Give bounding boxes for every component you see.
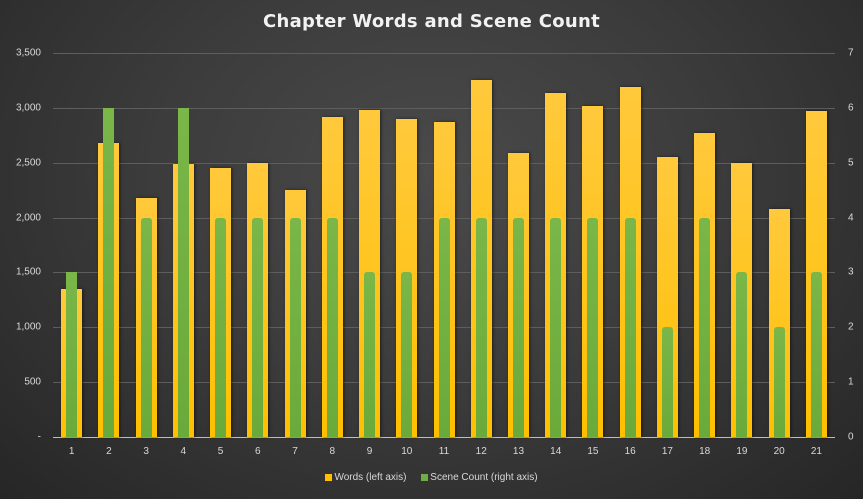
- x-axis-tick: 20: [773, 446, 785, 457]
- chart-title: Chapter Words and Scene Count: [262, 11, 601, 32]
- x-axis-tick: 13: [512, 446, 525, 457]
- left-axis-tick: 500: [24, 376, 41, 388]
- right-axis-tick: 3: [848, 266, 854, 278]
- legend-item-words[interactable]: Words (left axis): [325, 472, 407, 483]
- scene-count-bar[interactable]: [215, 217, 227, 437]
- scene-count-bar[interactable]: [736, 272, 748, 437]
- scene-count-bar[interactable]: [810, 272, 822, 437]
- left-axis-tick: -: [37, 431, 41, 443]
- scene-count-bar[interactable]: [475, 217, 487, 437]
- gridline: [53, 107, 835, 109]
- x-axis-tick: 15: [587, 446, 599, 457]
- right-axis-tick: 0: [848, 431, 854, 443]
- left-axis-tick: 1,500: [15, 266, 41, 278]
- x-axis-tick: 3: [143, 446, 149, 457]
- scene-count-bar[interactable]: [140, 217, 152, 437]
- scene-count-bar[interactable]: [103, 107, 115, 437]
- x-axis-tick: 8: [329, 446, 336, 457]
- legend-label-scenes: Scene Count (right axis): [430, 472, 538, 483]
- x-axis-tick: 21: [810, 446, 822, 457]
- left-axis-tick: 3,500: [15, 47, 41, 59]
- right-axis-tick: 4: [848, 212, 854, 224]
- left-axis-tick: 1,000: [15, 321, 41, 333]
- scene-count-bar[interactable]: [289, 217, 301, 437]
- x-axis-tick: 14: [550, 446, 562, 457]
- scene-count-bar[interactable]: [661, 327, 673, 437]
- scene-count-bar[interactable]: [512, 217, 524, 437]
- x-axis-tick: 7: [292, 446, 298, 457]
- x-axis-tick: 1: [68, 446, 75, 457]
- scene-count-bar[interactable]: [773, 327, 785, 437]
- right-axis-tick: 6: [848, 102, 854, 114]
- right-axis-tick: 2: [848, 321, 854, 333]
- scene-count-bar[interactable]: [326, 217, 338, 437]
- scene-count-bar[interactable]: [401, 272, 413, 437]
- x-axis-tick: 4: [180, 446, 187, 457]
- x-axis-tick: 10: [401, 446, 413, 457]
- x-axis-tick: 19: [736, 446, 748, 457]
- x-axis-tick: 11: [438, 446, 450, 457]
- scene-count-bar[interactable]: [624, 217, 636, 437]
- legend-label-words: Words (left axis): [334, 472, 407, 483]
- scene-count-bar[interactable]: [177, 107, 189, 437]
- x-axis-tick: 5: [217, 446, 224, 457]
- x-axis-tick: 16: [624, 446, 636, 457]
- gridline: [53, 53, 835, 54]
- x-axis-tick: 12: [475, 446, 487, 457]
- x-axis-tick: 18: [699, 446, 711, 457]
- x-axis-tick: 6: [255, 446, 261, 457]
- left-axis-tick: 2,500: [15, 157, 41, 169]
- scene-count-bar[interactable]: [438, 217, 450, 437]
- left-axis-tick: 3,000: [15, 102, 41, 114]
- scene-count-bar[interactable]: [587, 217, 599, 437]
- legend: Words (left axis) Scene Count (right axi…: [0, 472, 863, 484]
- x-axis-tick: 2: [106, 446, 112, 457]
- scene-count-bar[interactable]: [699, 217, 711, 437]
- left-axis-tick: 2,000: [15, 212, 41, 224]
- plot-area: [53, 53, 835, 438]
- scene-count-bar[interactable]: [66, 272, 78, 437]
- scene-count-bar[interactable]: [364, 272, 376, 437]
- words-swatch-icon: [325, 474, 333, 481]
- legend-item-scenes[interactable]: Scene Count (right axis): [421, 472, 538, 483]
- x-axis-tick: 9: [366, 446, 373, 457]
- x-axis-tick: 17: [661, 446, 673, 457]
- scene-count-bar[interactable]: [550, 217, 562, 437]
- scene-count-bar[interactable]: [252, 217, 264, 437]
- scenes-swatch-icon: [421, 474, 429, 481]
- right-axis-tick: 7: [848, 47, 854, 59]
- x-axis-line: [53, 437, 835, 438]
- right-axis-tick: 1: [848, 376, 854, 388]
- right-axis-tick: 5: [848, 157, 854, 169]
